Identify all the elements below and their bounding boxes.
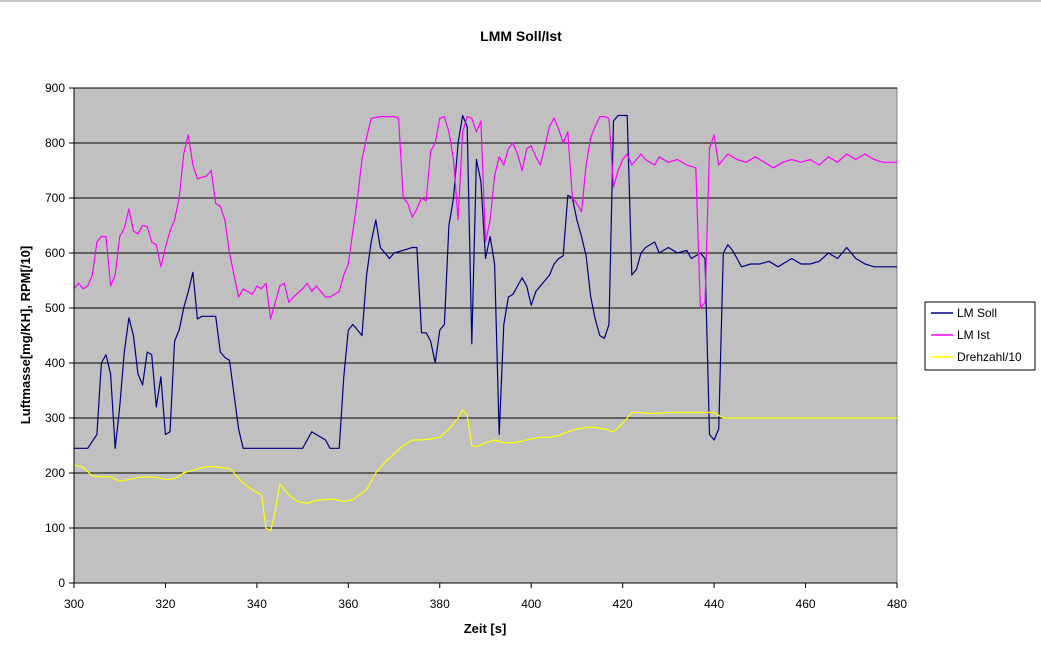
plot-area <box>73 87 898 584</box>
x-tick-label: 340 <box>247 597 267 611</box>
x-tick-label: 360 <box>338 597 358 611</box>
series-line-1 <box>74 114 897 449</box>
y-tick-label: 200 <box>45 466 65 480</box>
y-tick-label: 700 <box>45 191 65 205</box>
x-tick-label: 380 <box>430 597 450 611</box>
legend-label: Drehzahl/10 <box>957 350 1022 364</box>
y-tick-label: 900 <box>45 81 65 95</box>
series-layer <box>73 114 897 532</box>
y-axis-ticks: 0 100 200 300 400 500 600 700 800 900 <box>45 81 74 590</box>
y-tick-label: 100 <box>45 521 65 535</box>
x-tick-label: 320 <box>155 597 175 611</box>
x-axis-label: Zeit [s] <box>464 621 507 636</box>
y-tick-label: 400 <box>45 356 65 370</box>
x-axis-ticks: 300 320 340 360 380 400 420 440 460 480 <box>64 583 907 611</box>
chart-title: LMM Soll/Ist <box>480 28 562 44</box>
x-tick-label: 300 <box>64 597 84 611</box>
series-line-3 <box>73 409 897 532</box>
x-tick-label: 460 <box>796 597 816 611</box>
legend-label: LM Ist <box>957 328 990 342</box>
y-tick-label: 0 <box>58 576 65 590</box>
legend: LM Soll LM Ist Drehzahl/10 <box>924 301 1036 371</box>
window-top-border <box>0 0 1041 2</box>
y-tick-label: 600 <box>45 246 65 260</box>
y-tick-label: 800 <box>45 136 65 150</box>
x-tick-label: 420 <box>613 597 633 611</box>
y-tick-label: 300 <box>45 411 65 425</box>
legend-label: LM Soll <box>957 306 997 320</box>
x-tick-label: 400 <box>521 597 541 611</box>
x-tick-label: 440 <box>704 597 724 611</box>
series-line-2 <box>73 116 897 320</box>
y-tick-label: 500 <box>45 301 65 315</box>
y-axis-label: Luftmasse[mg/KH], RPM[/10] <box>18 246 33 424</box>
x-tick-label: 480 <box>887 597 907 611</box>
